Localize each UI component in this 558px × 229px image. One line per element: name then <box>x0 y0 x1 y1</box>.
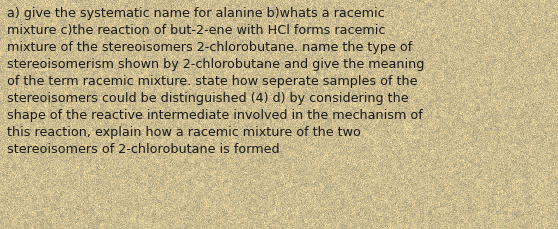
Text: a) give the systematic name for alanine b)whats a racemic
mixture c)the reaction: a) give the systematic name for alanine … <box>7 7 425 155</box>
